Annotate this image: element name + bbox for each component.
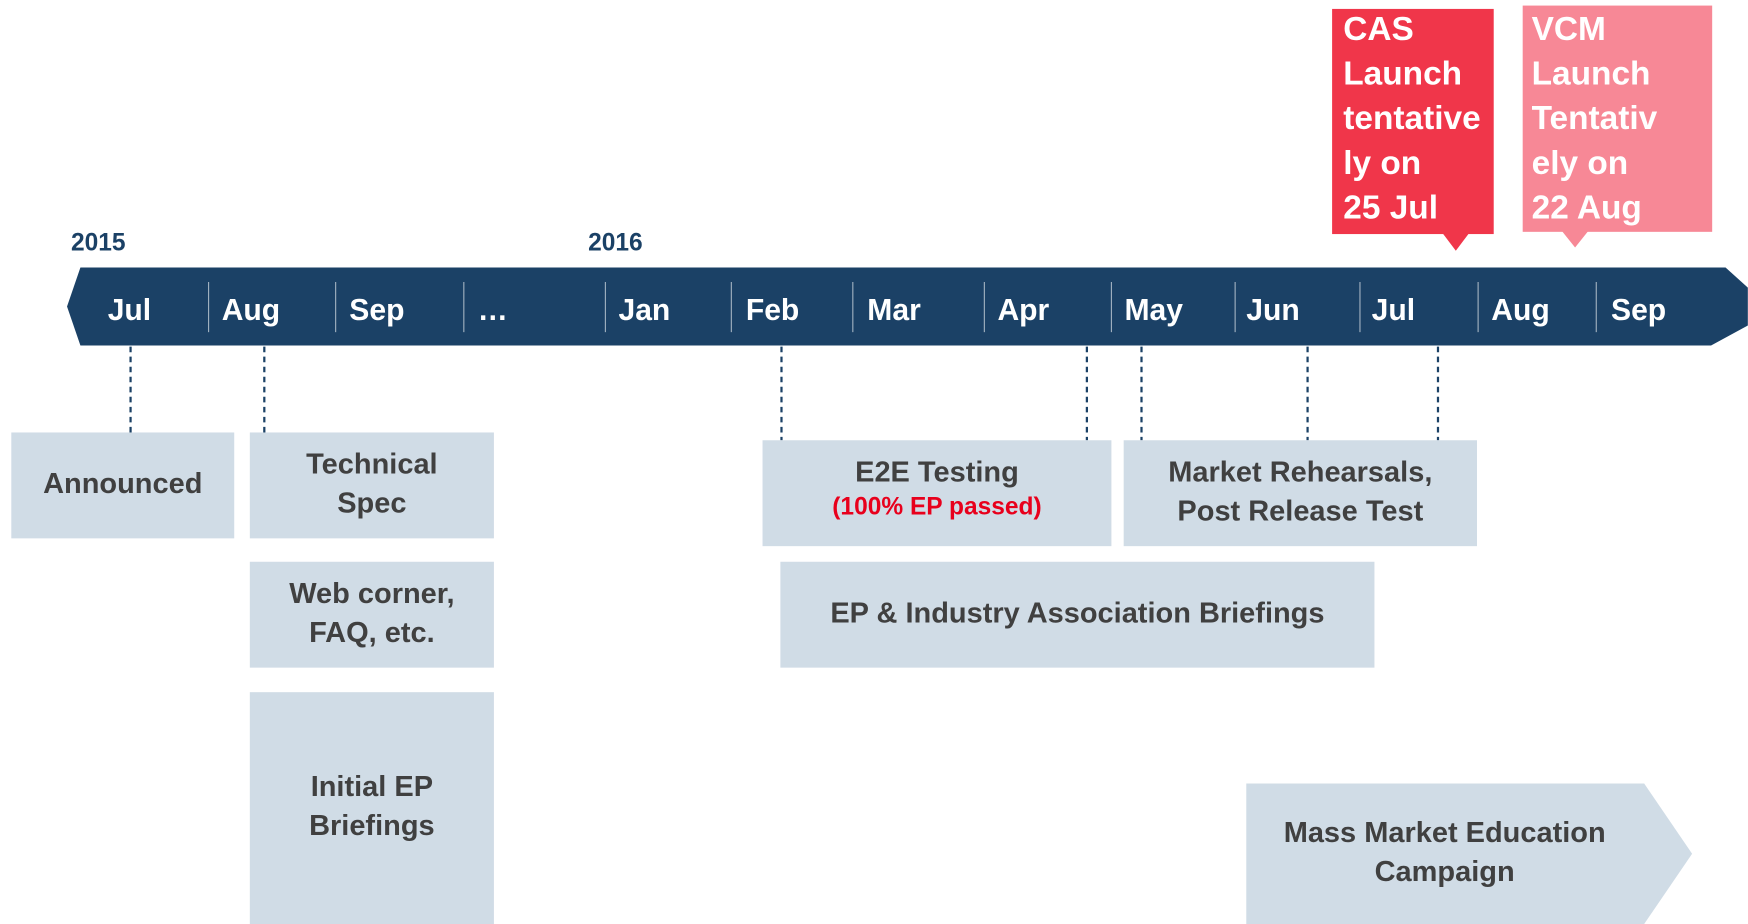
callout-text: tentative: [1343, 100, 1480, 137]
callout-text: 22 Aug: [1532, 189, 1642, 226]
box-text: FAQ, etc.: [309, 617, 435, 649]
month-label: Jun: [1246, 294, 1299, 327]
callout-text: VCM: [1532, 11, 1606, 48]
month-label: Feb: [746, 294, 799, 327]
month-label: Jan: [618, 294, 670, 327]
box-text: E2E Testing: [855, 456, 1019, 488]
box-text: Briefings: [309, 810, 435, 842]
box-text: Spec: [337, 488, 406, 520]
month-label: Apr: [997, 294, 1049, 327]
month-label: Sep: [1611, 294, 1666, 327]
box-text: Web corner,: [289, 578, 454, 610]
box-text: EP & Industry Association Briefings: [830, 597, 1324, 629]
month-label: Jul: [108, 294, 151, 327]
callout-text: Tentativ: [1532, 100, 1658, 137]
box-text: Mass Market Education: [1284, 817, 1606, 849]
box: [762, 440, 1112, 547]
callout-text: ly on: [1343, 145, 1421, 182]
month-label: Mar: [867, 294, 921, 327]
callout-text: ely on: [1532, 145, 1629, 182]
box: [1246, 783, 1693, 924]
box: [1123, 440, 1477, 547]
box-text: Post Release Test: [1177, 495, 1423, 527]
box: [780, 561, 1375, 668]
month-label: Sep: [349, 294, 404, 327]
callout-text: Launch: [1532, 56, 1651, 93]
box-text: Initial EP: [311, 771, 433, 803]
box-text: Market Rehearsals,: [1168, 456, 1432, 488]
month-label: Aug: [222, 294, 280, 327]
box: [249, 561, 494, 668]
box-text: Technical: [306, 449, 437, 481]
year-label: 2015: [71, 230, 126, 257]
callout: [1332, 8, 1494, 235]
callout-text: CAS: [1343, 11, 1414, 48]
box-text: Campaign: [1375, 856, 1515, 888]
month-label: Jul: [1372, 294, 1415, 327]
box: [11, 432, 235, 539]
callout-pointer: [1561, 230, 1589, 248]
box-note: (100% EP passed): [832, 494, 1041, 521]
box: [249, 432, 494, 539]
callout-text: 25 Jul: [1343, 189, 1438, 226]
year-label: 2016: [588, 230, 643, 257]
box: [249, 692, 494, 924]
callout-pointer: [1442, 232, 1470, 251]
callout: [1522, 5, 1713, 232]
month-label: …: [478, 294, 508, 327]
month-label: Aug: [1491, 294, 1549, 327]
timeline-bar: [67, 267, 1748, 346]
month-label: May: [1125, 294, 1184, 327]
box-text: Announced: [43, 468, 202, 500]
callout-text: Launch: [1343, 56, 1462, 93]
